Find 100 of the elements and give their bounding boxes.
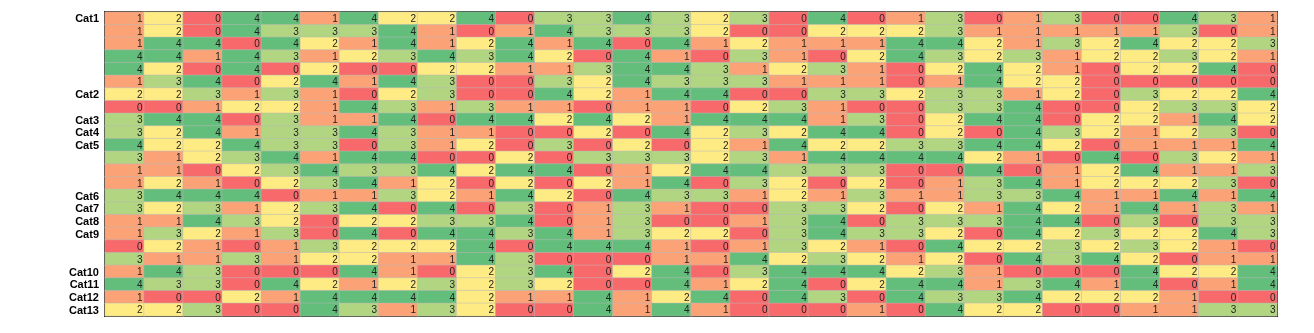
data-label: 0 xyxy=(254,278,261,290)
data-label: 2 xyxy=(1152,177,1159,189)
data-label: 4 xyxy=(1035,126,1042,138)
data-label: 2 xyxy=(1035,63,1042,75)
data-label: 4 xyxy=(1191,190,1198,202)
data-label: 3 xyxy=(1230,202,1237,214)
data-label: 3 xyxy=(527,278,534,290)
y-tick-label: Cat6 xyxy=(75,189,99,202)
data-label: 3 xyxy=(332,177,339,189)
data-label: 0 xyxy=(840,278,847,290)
data-label: 2 xyxy=(801,126,808,138)
data-label: 0 xyxy=(1152,76,1159,88)
data-label: 1 xyxy=(1152,126,1159,138)
data-label: 4 xyxy=(605,38,612,50)
data-label: 1 xyxy=(644,177,651,189)
y-tick-label: Cat9 xyxy=(75,227,99,240)
data-label: 4 xyxy=(840,12,847,24)
data-label: 1 xyxy=(527,25,534,37)
data-label: 3 xyxy=(605,12,612,24)
data-label: 1 xyxy=(644,291,651,303)
data-label: 1 xyxy=(176,215,183,227)
data-label: 4 xyxy=(176,266,183,278)
data-label: 2 xyxy=(449,240,456,252)
data-label: 0 xyxy=(176,101,183,113)
data-label: 1 xyxy=(566,38,573,50)
data-label: 3 xyxy=(527,266,534,278)
data-label: 0 xyxy=(254,266,261,278)
data-label: 2 xyxy=(1074,88,1081,100)
data-label: 0 xyxy=(1191,278,1198,290)
data-label: 1 xyxy=(996,25,1003,37)
data-label: 4 xyxy=(1035,202,1042,214)
data-label: 1 xyxy=(215,177,222,189)
data-label: 3 xyxy=(410,101,417,113)
data-label: 4 xyxy=(957,240,964,252)
data-label: 1 xyxy=(410,266,417,278)
data-label: 0 xyxy=(371,139,378,151)
data-label: 0 xyxy=(1191,76,1198,88)
data-label: 1 xyxy=(762,240,769,252)
data-label: 0 xyxy=(605,139,612,151)
data-label: 4 xyxy=(1035,215,1042,227)
data-label: 0 xyxy=(1152,12,1159,24)
data-label: 0 xyxy=(1191,253,1198,265)
data-label: 3 xyxy=(1152,240,1159,252)
data-label: 2 xyxy=(176,139,183,151)
data-label: 4 xyxy=(1152,266,1159,278)
data-label: 0 xyxy=(566,126,573,138)
data-label: 4 xyxy=(566,25,573,37)
data-label: 4 xyxy=(527,190,534,202)
data-label: 1 xyxy=(371,76,378,88)
data-label: 1 xyxy=(918,190,925,202)
data-label: 0 xyxy=(644,253,651,265)
data-label: 1 xyxy=(1035,25,1042,37)
data-label: 2 xyxy=(957,228,964,240)
data-label: 0 xyxy=(293,304,300,316)
data-label: 1 xyxy=(449,139,456,151)
data-label: 3 xyxy=(527,202,534,214)
data-label: 1 xyxy=(1113,278,1120,290)
data-label: 2 xyxy=(762,101,769,113)
data-label: 4 xyxy=(683,126,690,138)
data-label: 3 xyxy=(293,126,300,138)
data-label: 0 xyxy=(215,164,222,176)
data-label: 2 xyxy=(762,278,769,290)
data-label: 0 xyxy=(488,88,495,100)
data-label: 4 xyxy=(332,291,339,303)
y-tick-label: Cat5 xyxy=(75,139,99,151)
data-label: 2 xyxy=(723,152,729,164)
data-label: 2 xyxy=(801,190,808,202)
data-label: 1 xyxy=(644,101,651,113)
data-label: 2 xyxy=(1074,139,1081,151)
data-label: 1 xyxy=(332,50,339,62)
data-label: 0 xyxy=(1074,114,1081,126)
y-tick-label: Cat8 xyxy=(75,215,99,227)
data-label: 1 xyxy=(840,190,847,202)
data-label: 2 xyxy=(488,38,495,50)
data-label: 0 xyxy=(137,101,143,113)
data-label: 1 xyxy=(332,101,339,113)
data-label: 4 xyxy=(1152,278,1159,290)
data-label: 2 xyxy=(215,152,222,164)
data-label: 3 xyxy=(449,76,456,88)
data-label: 2 xyxy=(918,266,925,278)
data-label: 2 xyxy=(566,50,573,62)
data-label: 3 xyxy=(215,304,222,316)
data-label: 1 xyxy=(176,253,183,265)
data-label: 2 xyxy=(1191,126,1198,138)
data-label: 1 xyxy=(371,278,378,290)
data-label: 2 xyxy=(332,278,339,290)
data-label: 0 xyxy=(644,278,651,290)
data-label: 2 xyxy=(371,215,378,227)
data-label: 0 xyxy=(840,50,847,62)
data-label: 1 xyxy=(723,253,729,265)
data-label: 4 xyxy=(644,12,651,24)
data-label: 4 xyxy=(605,291,612,303)
data-label: 2 xyxy=(1230,152,1237,164)
data-label: 0 xyxy=(254,38,261,50)
data-label: 2 xyxy=(254,164,261,176)
data-label: 0 xyxy=(1035,266,1042,278)
data-label: 0 xyxy=(879,12,886,24)
data-label: 0 xyxy=(1113,101,1120,113)
data-label: 0 xyxy=(488,76,495,88)
y-tick-label: Cat2 xyxy=(75,88,99,101)
